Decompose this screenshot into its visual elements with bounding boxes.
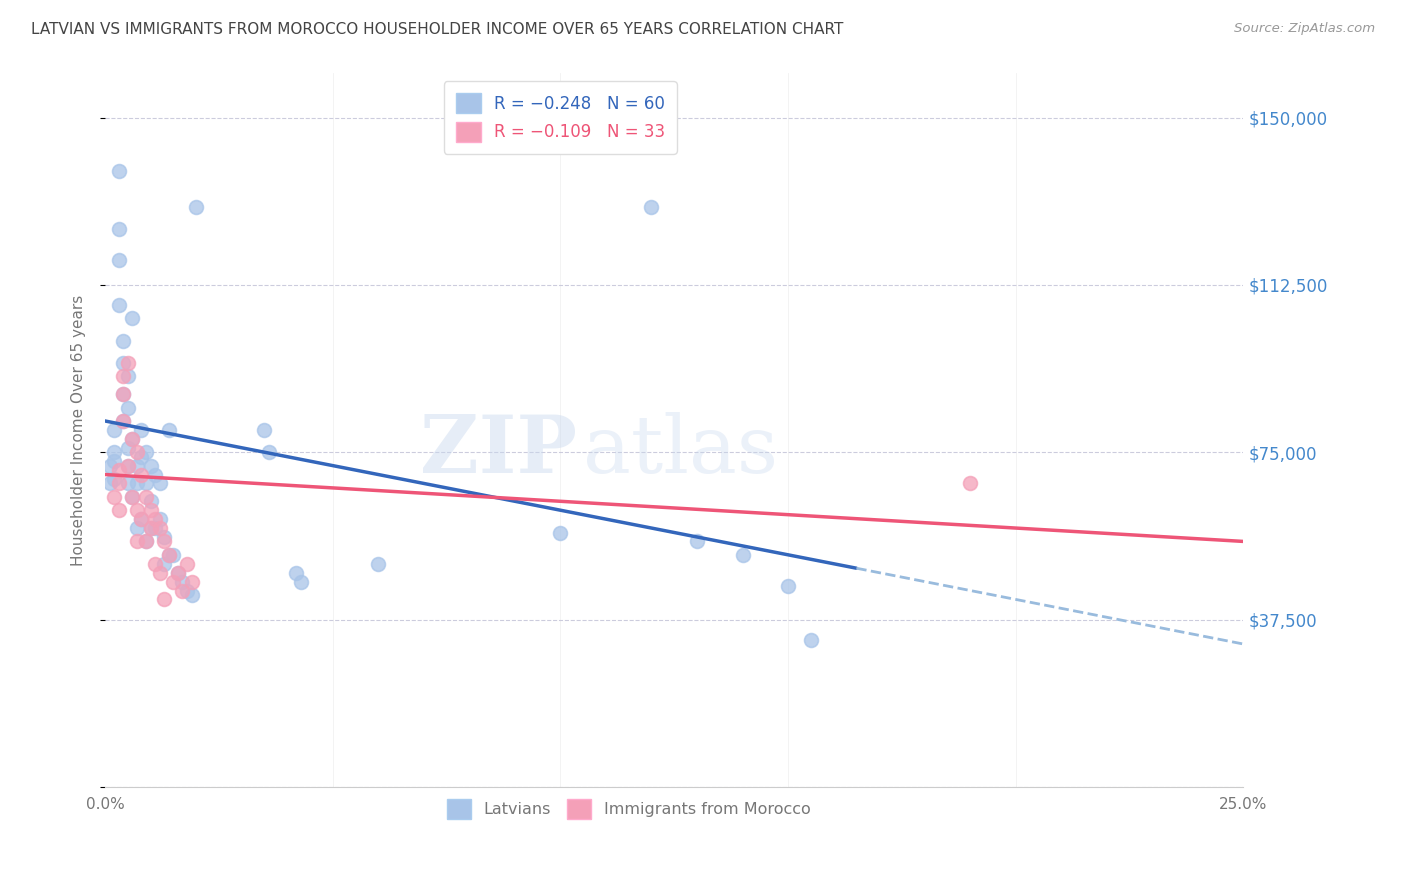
Y-axis label: Householder Income Over 65 years: Householder Income Over 65 years bbox=[72, 294, 86, 566]
Point bbox=[135, 490, 157, 504]
Point bbox=[112, 387, 135, 401]
Point bbox=[149, 476, 172, 491]
Point bbox=[107, 476, 129, 491]
Point bbox=[139, 521, 162, 535]
Point bbox=[117, 356, 139, 370]
Point bbox=[121, 432, 143, 446]
Point bbox=[112, 414, 135, 428]
Point bbox=[103, 472, 125, 486]
Text: LATVIAN VS IMMIGRANTS FROM MOROCCO HOUSEHOLDER INCOME OVER 65 YEARS CORRELATION : LATVIAN VS IMMIGRANTS FROM MOROCCO HOUSE… bbox=[31, 22, 844, 37]
Point bbox=[135, 476, 157, 491]
Point bbox=[117, 369, 139, 384]
Point bbox=[125, 458, 148, 473]
Point bbox=[125, 521, 148, 535]
Point bbox=[162, 548, 184, 562]
Point bbox=[800, 632, 823, 647]
Point bbox=[149, 512, 172, 526]
Point bbox=[172, 574, 194, 589]
Point bbox=[184, 200, 207, 214]
Point bbox=[117, 476, 139, 491]
Point bbox=[121, 432, 143, 446]
Point bbox=[125, 476, 148, 491]
Text: Source: ZipAtlas.com: Source: ZipAtlas.com bbox=[1234, 22, 1375, 36]
Point bbox=[98, 476, 121, 491]
Text: atlas: atlas bbox=[583, 412, 779, 491]
Point bbox=[139, 503, 162, 517]
Point bbox=[157, 423, 180, 437]
Text: ZIP: ZIP bbox=[420, 412, 578, 491]
Point bbox=[98, 458, 121, 473]
Point bbox=[157, 548, 180, 562]
Point bbox=[172, 583, 194, 598]
Point bbox=[139, 494, 162, 508]
Point bbox=[103, 445, 125, 459]
Point bbox=[157, 548, 180, 562]
Point bbox=[112, 356, 135, 370]
Point bbox=[107, 164, 129, 178]
Point bbox=[176, 557, 198, 571]
Point bbox=[153, 592, 176, 607]
Point bbox=[112, 369, 135, 384]
Point bbox=[103, 423, 125, 437]
Point bbox=[121, 490, 143, 504]
Point bbox=[117, 401, 139, 415]
Point bbox=[143, 521, 166, 535]
Point bbox=[139, 521, 162, 535]
Point bbox=[731, 548, 754, 562]
Point bbox=[135, 445, 157, 459]
Point bbox=[640, 200, 662, 214]
Point bbox=[180, 574, 202, 589]
Point bbox=[107, 298, 129, 312]
Point bbox=[131, 450, 153, 464]
Point bbox=[107, 253, 129, 268]
Point bbox=[135, 534, 157, 549]
Point bbox=[253, 423, 276, 437]
Point bbox=[686, 534, 709, 549]
Point bbox=[117, 458, 139, 473]
Point bbox=[139, 458, 162, 473]
Point bbox=[153, 534, 176, 549]
Point bbox=[107, 463, 129, 477]
Point bbox=[125, 503, 148, 517]
Point bbox=[166, 566, 188, 580]
Point bbox=[162, 574, 184, 589]
Point bbox=[107, 222, 129, 236]
Point bbox=[131, 467, 153, 482]
Point bbox=[125, 445, 148, 459]
Point bbox=[143, 467, 166, 482]
Point bbox=[143, 557, 166, 571]
Point bbox=[131, 512, 153, 526]
Point bbox=[112, 334, 135, 348]
Legend: Latvians, Immigrants from Morocco: Latvians, Immigrants from Morocco bbox=[440, 793, 817, 825]
Point bbox=[112, 387, 135, 401]
Point bbox=[257, 445, 280, 459]
Point bbox=[131, 512, 153, 526]
Point bbox=[135, 534, 157, 549]
Point bbox=[778, 579, 800, 593]
Point bbox=[153, 530, 176, 544]
Point bbox=[121, 490, 143, 504]
Point bbox=[125, 534, 148, 549]
Point bbox=[180, 588, 202, 602]
Point bbox=[103, 454, 125, 468]
Point bbox=[103, 490, 125, 504]
Point bbox=[153, 557, 176, 571]
Point bbox=[550, 525, 572, 540]
Point bbox=[176, 583, 198, 598]
Point bbox=[285, 566, 308, 580]
Point bbox=[290, 574, 312, 589]
Point bbox=[143, 512, 166, 526]
Point bbox=[117, 458, 139, 473]
Point bbox=[121, 311, 143, 326]
Point bbox=[166, 566, 188, 580]
Point bbox=[149, 566, 172, 580]
Point bbox=[367, 557, 389, 571]
Point bbox=[149, 521, 172, 535]
Point bbox=[131, 423, 153, 437]
Point bbox=[112, 414, 135, 428]
Point bbox=[107, 503, 129, 517]
Point bbox=[117, 441, 139, 455]
Point bbox=[959, 476, 981, 491]
